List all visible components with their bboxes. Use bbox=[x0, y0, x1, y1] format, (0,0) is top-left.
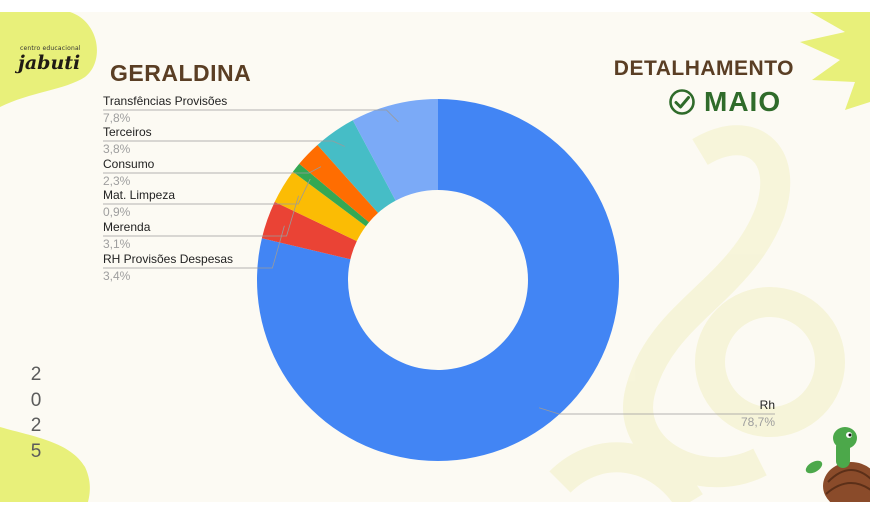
leader-line-transfencias-provisoes bbox=[103, 109, 399, 123]
slice-value-rh-provisoes-despesas: 3,4% bbox=[103, 269, 131, 283]
header-title: DETALHAMENTO bbox=[613, 57, 794, 80]
brand-tagline: centro educacional bbox=[20, 45, 81, 52]
slice-label-consumo: Consumo bbox=[103, 157, 155, 171]
slice-label-transfencias-provisoes: Transfências Provisões bbox=[103, 94, 227, 108]
leader-lines bbox=[103, 109, 775, 415]
turtle-mascot bbox=[805, 427, 870, 502]
month-row: MAIO bbox=[668, 86, 781, 118]
leader-line-consumo bbox=[103, 166, 322, 174]
leader-line-rh-provisoes-despesas bbox=[103, 225, 285, 269]
slice-value-consumo: 2,3% bbox=[103, 174, 131, 188]
donut-chart bbox=[257, 99, 619, 461]
month-label: MAIO bbox=[704, 86, 782, 117]
year-digit: 5 bbox=[30, 440, 42, 462]
year-vertical: 2 0 2 5 bbox=[28, 362, 44, 464]
slice-label-terceiros: Terceiros bbox=[103, 125, 152, 139]
slide-canvas: Rh 78,7% RH Provisões Despesas 3,4% Merenda 3… bbox=[0, 12, 870, 502]
slice-label-rh-provisoes-despesas: RH Provisões Despesas bbox=[103, 252, 233, 266]
blob-top-right bbox=[800, 12, 870, 110]
turtle-watermark bbox=[549, 125, 845, 502]
leader-line-rh bbox=[538, 407, 775, 415]
slice-labels: Rh 78,7% RH Provisões Despesas 3,4% Merenda 3… bbox=[103, 94, 775, 429]
slice-merenda bbox=[274, 171, 366, 242]
leader-line-merenda bbox=[103, 195, 299, 237]
check-circle-icon bbox=[669, 89, 695, 115]
slice-value-terceiros: 3,8% bbox=[103, 142, 131, 156]
slice-rh-provisoes-despesas bbox=[261, 201, 357, 260]
slide: Rh 78,7% RH Provisões Despesas 3,4% Merenda 3… bbox=[0, 12, 870, 502]
slice-label-mat-limpeza: Mat. Limpeza bbox=[103, 188, 175, 202]
slice-consumo bbox=[299, 144, 379, 223]
year-digit: 0 bbox=[30, 389, 42, 411]
slice-value-transfencias-provisoes: 7,8% bbox=[103, 111, 131, 125]
blob-top-left bbox=[0, 12, 97, 107]
school-name: GERALDINA bbox=[110, 60, 252, 86]
slice-transfencias-provisoes bbox=[352, 99, 438, 201]
slice-value-merenda: 3,1% bbox=[103, 237, 131, 251]
slice-rh bbox=[257, 99, 619, 461]
slice-label-merenda: Merenda bbox=[103, 220, 151, 234]
brand-logo-text: jabuti bbox=[18, 52, 81, 74]
year-digit: 2 bbox=[30, 415, 42, 436]
slice-label-rh: Rh bbox=[760, 398, 775, 412]
blob-bottom-left bbox=[0, 427, 90, 502]
slice-value-mat-limpeza: 0,9% bbox=[103, 205, 131, 219]
year-digit: 2 bbox=[30, 364, 42, 385]
slice-value-rh: 78,7% bbox=[741, 415, 775, 429]
leader-line-terceiros bbox=[103, 140, 345, 147]
slice-terceiros bbox=[317, 120, 396, 213]
leader-line-mat-limpeza bbox=[103, 178, 311, 205]
slice-mat-limpeza bbox=[292, 163, 370, 227]
